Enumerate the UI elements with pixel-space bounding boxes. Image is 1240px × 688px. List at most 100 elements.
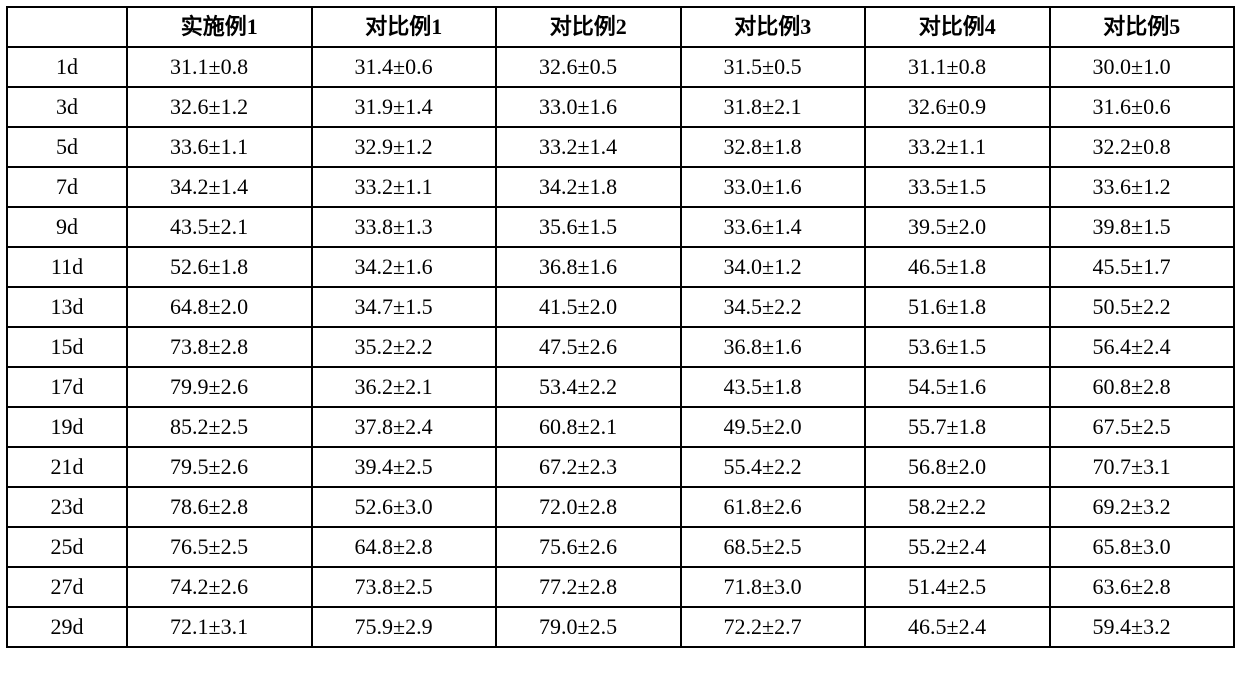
cell: 73.8±2.5 <box>312 567 497 607</box>
cell: 36.8±1.6 <box>496 247 681 287</box>
cell: 36.2±2.1 <box>312 367 497 407</box>
cell: 31.9±1.4 <box>312 87 497 127</box>
cell: 34.2±1.8 <box>496 167 681 207</box>
cell: 74.2±2.6 <box>127 567 312 607</box>
row-label: 1d <box>7 47 127 87</box>
cell: 35.2±2.2 <box>312 327 497 367</box>
cell: 31.4±0.6 <box>312 47 497 87</box>
cell: 67.2±2.3 <box>496 447 681 487</box>
cell: 51.4±2.5 <box>865 567 1050 607</box>
cell: 31.8±2.1 <box>681 87 866 127</box>
cell: 33.5±1.5 <box>865 167 1050 207</box>
cell: 63.6±2.8 <box>1050 567 1235 607</box>
cell: 50.5±2.2 <box>1050 287 1235 327</box>
cell: 56.8±2.0 <box>865 447 1050 487</box>
row-label: 23d <box>7 487 127 527</box>
cell: 43.5±2.1 <box>127 207 312 247</box>
header-col-2: 对比例1 <box>312 7 497 47</box>
cell: 46.5±1.8 <box>865 247 1050 287</box>
row-label: 13d <box>7 287 127 327</box>
cell: 55.2±2.4 <box>865 527 1050 567</box>
row-label: 19d <box>7 407 127 447</box>
cell: 56.4±2.4 <box>1050 327 1235 367</box>
cell: 33.0±1.6 <box>681 167 866 207</box>
cell: 47.5±2.6 <box>496 327 681 367</box>
row-label: 25d <box>7 527 127 567</box>
cell: 79.5±2.6 <box>127 447 312 487</box>
header-col-1: 实施例1 <box>127 7 312 47</box>
table-row: 29d 72.1±3.1 75.9±2.9 79.0±2.5 72.2±2.7 … <box>7 607 1234 647</box>
cell: 65.8±3.0 <box>1050 527 1235 567</box>
cell: 75.6±2.6 <box>496 527 681 567</box>
data-table: 实施例1 对比例1 对比例2 对比例3 对比例4 对比例5 1d 31.1±0.… <box>6 6 1235 648</box>
cell: 58.2±2.2 <box>865 487 1050 527</box>
table-row: 1d 31.1±0.8 31.4±0.6 32.6±0.5 31.5±0.5 3… <box>7 47 1234 87</box>
cell: 72.0±2.8 <box>496 487 681 527</box>
table-row: 9d 43.5±2.1 33.8±1.3 35.6±1.5 33.6±1.4 3… <box>7 207 1234 247</box>
row-label: 29d <box>7 607 127 647</box>
header-col-5: 对比例4 <box>865 7 1050 47</box>
cell: 33.2±1.1 <box>312 167 497 207</box>
cell: 39.8±1.5 <box>1050 207 1235 247</box>
cell: 54.5±1.6 <box>865 367 1050 407</box>
cell: 49.5±2.0 <box>681 407 866 447</box>
header-row: 实施例1 对比例1 对比例2 对比例3 对比例4 对比例5 <box>7 7 1234 47</box>
cell: 60.8±2.1 <box>496 407 681 447</box>
table-row: 3d 32.6±1.2 31.9±1.4 33.0±1.6 31.8±2.1 3… <box>7 87 1234 127</box>
table-row: 17d 79.9±2.6 36.2±2.1 53.4±2.2 43.5±1.8 … <box>7 367 1234 407</box>
header-col-6: 对比例5 <box>1050 7 1235 47</box>
cell: 75.9±2.9 <box>312 607 497 647</box>
table-row: 27d 74.2±2.6 73.8±2.5 77.2±2.8 71.8±3.0 … <box>7 567 1234 607</box>
cell: 55.7±1.8 <box>865 407 1050 447</box>
header-col-4: 对比例3 <box>681 7 866 47</box>
row-label: 27d <box>7 567 127 607</box>
cell: 61.8±2.6 <box>681 487 866 527</box>
cell: 36.8±1.6 <box>681 327 866 367</box>
row-label: 11d <box>7 247 127 287</box>
header-col-3: 对比例2 <box>496 7 681 47</box>
cell: 73.8±2.8 <box>127 327 312 367</box>
cell: 64.8±2.0 <box>127 287 312 327</box>
cell: 70.7±3.1 <box>1050 447 1235 487</box>
cell: 32.9±1.2 <box>312 127 497 167</box>
cell: 67.5±2.5 <box>1050 407 1235 447</box>
cell: 55.4±2.2 <box>681 447 866 487</box>
cell: 32.6±0.9 <box>865 87 1050 127</box>
cell: 33.0±1.6 <box>496 87 681 127</box>
cell: 32.2±0.8 <box>1050 127 1235 167</box>
cell: 33.6±1.2 <box>1050 167 1235 207</box>
cell: 34.2±1.6 <box>312 247 497 287</box>
cell: 31.1±0.8 <box>865 47 1050 87</box>
cell: 52.6±3.0 <box>312 487 497 527</box>
table-row: 23d 78.6±2.8 52.6±3.0 72.0±2.8 61.8±2.6 … <box>7 487 1234 527</box>
cell: 34.0±1.2 <box>681 247 866 287</box>
cell: 33.2±1.4 <box>496 127 681 167</box>
cell: 76.5±2.5 <box>127 527 312 567</box>
cell: 31.6±0.6 <box>1050 87 1235 127</box>
cell: 69.2±3.2 <box>1050 487 1235 527</box>
cell: 53.4±2.2 <box>496 367 681 407</box>
cell: 34.2±1.4 <box>127 167 312 207</box>
table-row: 11d 52.6±1.8 34.2±1.6 36.8±1.6 34.0±1.2 … <box>7 247 1234 287</box>
cell: 39.5±2.0 <box>865 207 1050 247</box>
cell: 32.6±0.5 <box>496 47 681 87</box>
cell: 41.5±2.0 <box>496 287 681 327</box>
cell: 71.8±3.0 <box>681 567 866 607</box>
row-label: 15d <box>7 327 127 367</box>
cell: 34.7±1.5 <box>312 287 497 327</box>
cell: 64.8±2.8 <box>312 527 497 567</box>
cell: 43.5±1.8 <box>681 367 866 407</box>
row-label: 3d <box>7 87 127 127</box>
header-blank <box>7 7 127 47</box>
table-row: 25d 76.5±2.5 64.8±2.8 75.6±2.6 68.5±2.5 … <box>7 527 1234 567</box>
cell: 79.0±2.5 <box>496 607 681 647</box>
cell: 37.8±2.4 <box>312 407 497 447</box>
table-header: 实施例1 对比例1 对比例2 对比例3 对比例4 对比例5 <box>7 7 1234 47</box>
row-label: 17d <box>7 367 127 407</box>
cell: 30.0±1.0 <box>1050 47 1235 87</box>
cell: 78.6±2.8 <box>127 487 312 527</box>
row-label: 9d <box>7 207 127 247</box>
table-row: 7d 34.2±1.4 33.2±1.1 34.2±1.8 33.0±1.6 3… <box>7 167 1234 207</box>
row-label: 7d <box>7 167 127 207</box>
cell: 68.5±2.5 <box>681 527 866 567</box>
